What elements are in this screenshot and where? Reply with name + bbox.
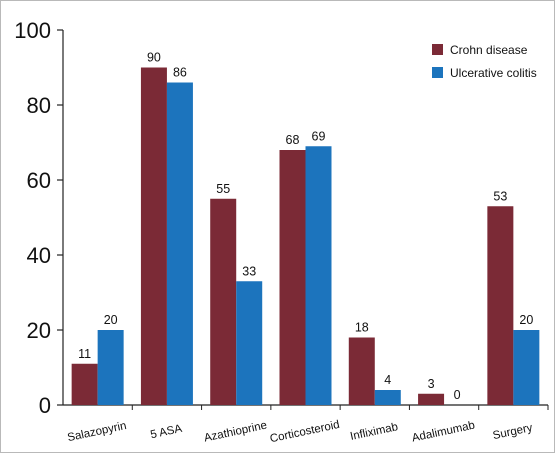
- legend-label: Ulcerative colitis: [450, 66, 537, 80]
- data-label: 68: [286, 133, 300, 147]
- bar: [487, 206, 514, 405]
- legend: Crohn disease Ulcerative colitis: [432, 43, 537, 80]
- bars: [71, 67, 540, 405]
- value-labels: 11 20 90 86 55 33 68 69 18 4 3 0 53 20: [78, 51, 533, 403]
- y-tick-label: 20: [27, 318, 51, 343]
- bar: [513, 330, 540, 405]
- x-tick-label: Adalimumab: [411, 420, 476, 445]
- data-label: 90: [147, 51, 161, 65]
- y-tick-label: 40: [27, 243, 51, 268]
- y-tick-label: 100: [14, 18, 51, 43]
- bar: [210, 198, 237, 405]
- data-label: 69: [312, 129, 326, 143]
- bar: [418, 393, 445, 405]
- x-axis: Salazopyrin 5 ASA Azathioprine Corticostero…: [63, 404, 549, 445]
- data-label: 86: [173, 66, 187, 80]
- data-label: 3: [428, 377, 435, 391]
- bar: [374, 390, 401, 405]
- bar: [236, 281, 263, 405]
- data-label: 33: [242, 264, 256, 278]
- data-label: 55: [216, 182, 230, 196]
- legend-swatch: [432, 67, 443, 78]
- bar: [348, 337, 375, 405]
- x-tick-label: 5 ASA: [149, 423, 183, 441]
- x-tick-label: Infliximab: [349, 421, 399, 443]
- legend-swatch: [432, 44, 443, 55]
- data-label: 4: [384, 373, 391, 387]
- bar: [140, 67, 167, 405]
- data-label: 20: [519, 313, 533, 327]
- data-label: 18: [355, 321, 369, 335]
- legend-label: Crohn disease: [450, 43, 528, 57]
- bar: [279, 150, 306, 405]
- data-label: 53: [493, 189, 507, 203]
- bar: [97, 330, 124, 405]
- y-tick-label: 60: [27, 168, 51, 193]
- data-label: 20: [104, 313, 118, 327]
- x-tick-label: Corticosteroid: [269, 419, 341, 445]
- bar: [71, 363, 98, 405]
- x-tick-label: Salazopyrin: [66, 420, 127, 444]
- data-label: 0: [454, 388, 461, 402]
- data-label: 11: [78, 347, 91, 361]
- bar: [305, 146, 332, 405]
- x-tick-label: Azathioprine: [203, 420, 268, 445]
- x-tick-label: Surgery: [492, 422, 534, 442]
- y-axis: 0 20 40 60 80 100: [14, 18, 64, 418]
- bar: [166, 82, 193, 405]
- y-tick-label: 0: [39, 393, 51, 418]
- y-tick-label: 80: [27, 93, 51, 118]
